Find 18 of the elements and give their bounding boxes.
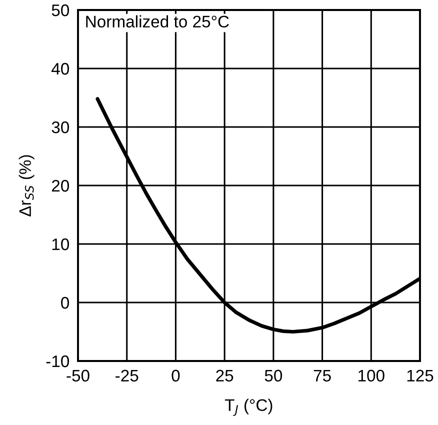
x-tick-label: 25 [216, 370, 234, 382]
x-tick-label: 100 [358, 370, 384, 382]
y-tick-label: 30 [52, 121, 70, 134]
x-axis-title: T$_{J}$ (°C) [224, 398, 272, 416]
x-tick-label: -25 [116, 370, 138, 382]
y-tick-label: 50 [52, 4, 70, 16]
y-tick-label: 20 [52, 180, 70, 192]
y-tick-label: 10 [52, 238, 70, 250]
x-tick-label: 50 [264, 370, 282, 382]
x-tick-label: -50 [66, 370, 90, 382]
x-tick-label: 125 [407, 370, 434, 382]
x-tick-label: 75 [314, 370, 331, 382]
y-tick-label: -10 [46, 355, 70, 368]
y-tick-label: 0 [61, 296, 70, 309]
y-tick-label: 40 [52, 62, 70, 75]
annotation: Normalized to 25°C [86, 15, 229, 28]
x-tick-label: 0 [172, 370, 180, 382]
y-axis-title: Δr$_{SS}$ (%) [18, 155, 34, 216]
